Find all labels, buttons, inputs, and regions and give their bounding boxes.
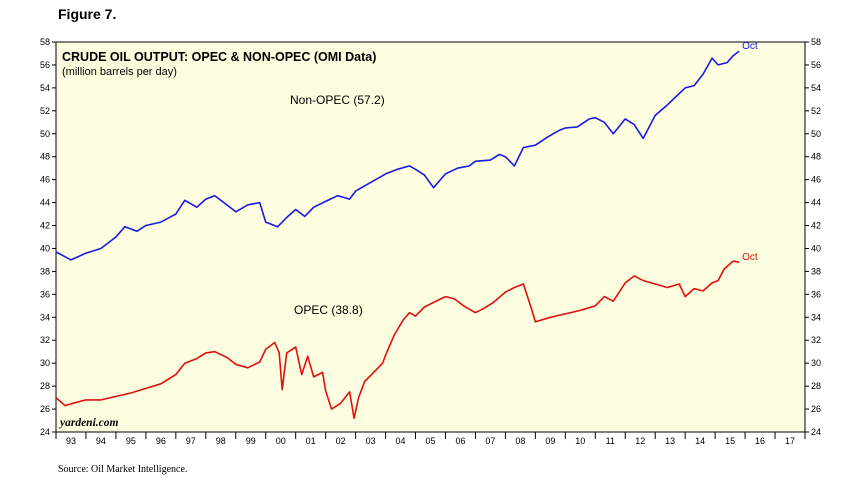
watermark: yardeni.com — [58, 417, 119, 429]
y-tick-label-left: 56 — [40, 60, 50, 70]
y-tick-label-left: 38 — [40, 266, 50, 276]
y-tick-label-right: 34 — [811, 312, 821, 322]
x-tick-label: 07 — [485, 436, 495, 446]
chart-subtitle: (million barrels per day) — [62, 66, 177, 78]
y-tick-label-left: 54 — [40, 83, 50, 93]
y-tick-label-right: 46 — [811, 175, 821, 185]
y-tick-label-right: 48 — [811, 152, 821, 162]
x-tick-label: 08 — [515, 436, 525, 446]
x-tick-label: 16 — [755, 436, 765, 446]
series-layer — [55, 50, 740, 419]
x-tick-label: 95 — [126, 436, 136, 446]
x-tick-label: 04 — [396, 436, 406, 446]
x-tick-label: 01 — [306, 436, 316, 446]
x-tick-label: 13 — [665, 436, 675, 446]
x-tick-label: 10 — [575, 436, 585, 446]
y-tick-label-left: 42 — [40, 221, 50, 231]
y-tick-label-left: 28 — [40, 381, 50, 391]
x-tick-label: 17 — [785, 436, 795, 446]
y-tick-label-right: 32 — [811, 335, 821, 345]
axes-layer: 24 24 26 26 28 28 30 30 32 32 34 34 36 36 38 38 40 40 42 42… — [40, 37, 821, 446]
y-tick-label-right: 30 — [811, 358, 821, 368]
y-tick-label-left: 58 — [40, 37, 50, 47]
series-line-non-opec — [55, 50, 740, 261]
y-tick-label-left: 46 — [40, 175, 50, 185]
y-tick-label-right: 52 — [811, 106, 821, 116]
y-tick-label-left: 30 — [40, 358, 50, 368]
y-tick-label-left: 34 — [40, 312, 50, 322]
y-tick-label-right: 44 — [811, 198, 821, 208]
y-tick-label-left: 50 — [40, 129, 50, 139]
x-tick-label: 99 — [246, 436, 256, 446]
x-tick-label: 00 — [276, 436, 286, 446]
y-tick-label-left: 44 — [40, 198, 50, 208]
y-tick-label-right: 54 — [811, 83, 821, 93]
y-tick-label-right: 38 — [811, 266, 821, 276]
x-tick-label: 97 — [186, 436, 196, 446]
chart-title: CRUDE OIL OUTPUT: OPEC & NON-OPEC (OMI D… — [62, 50, 376, 64]
y-tick-label-left: 32 — [40, 335, 50, 345]
plot-background — [55, 41, 806, 433]
x-tick-label: 12 — [635, 436, 645, 446]
x-tick-label: 15 — [725, 436, 735, 446]
y-tick-label-right: 26 — [811, 404, 821, 414]
x-tick-label: 11 — [606, 436, 615, 446]
series-line-opec — [55, 260, 740, 419]
x-tick-label: 05 — [425, 436, 435, 446]
y-tick-label-left: 48 — [40, 152, 50, 162]
source-note: Source: Oil Market Intelligence. — [58, 464, 188, 475]
x-tick-label: 09 — [545, 436, 555, 446]
y-tick-label-left: 24 — [40, 427, 50, 437]
x-tick-label: 14 — [695, 436, 705, 446]
y-tick-label-right: 28 — [811, 381, 821, 391]
x-tick-label: 96 — [156, 436, 166, 446]
series-label-non-opec: Non-OPEC (57.2) — [290, 93, 385, 107]
y-tick-label-right: 58 — [811, 37, 821, 47]
end-label-non-opec: Oct — [742, 41, 758, 52]
y-tick-label-right: 56 — [811, 60, 821, 70]
x-tick-label: 94 — [96, 436, 106, 446]
series-label-opec: OPEC (38.8) — [294, 303, 363, 317]
figure-label: Figure 7. — [58, 6, 117, 22]
y-tick-label-left: 40 — [40, 243, 50, 253]
y-tick-label-left: 26 — [40, 404, 50, 414]
y-tick-label-right: 42 — [811, 221, 821, 231]
y-tick-label-right: 24 — [811, 427, 821, 437]
x-tick-label: 06 — [455, 436, 465, 446]
y-tick-label-right: 36 — [811, 289, 821, 299]
y-tick-label-left: 36 — [40, 289, 50, 299]
y-tick-label-right: 40 — [811, 243, 821, 253]
y-tick-label-left: 52 — [40, 106, 50, 116]
end-label-opec: Oct — [742, 252, 758, 263]
x-tick-label: 02 — [336, 436, 346, 446]
x-tick-label: 98 — [216, 436, 226, 446]
x-tick-label: 93 — [66, 436, 76, 446]
x-tick-label: 03 — [366, 436, 376, 446]
y-tick-label-right: 50 — [811, 129, 821, 139]
